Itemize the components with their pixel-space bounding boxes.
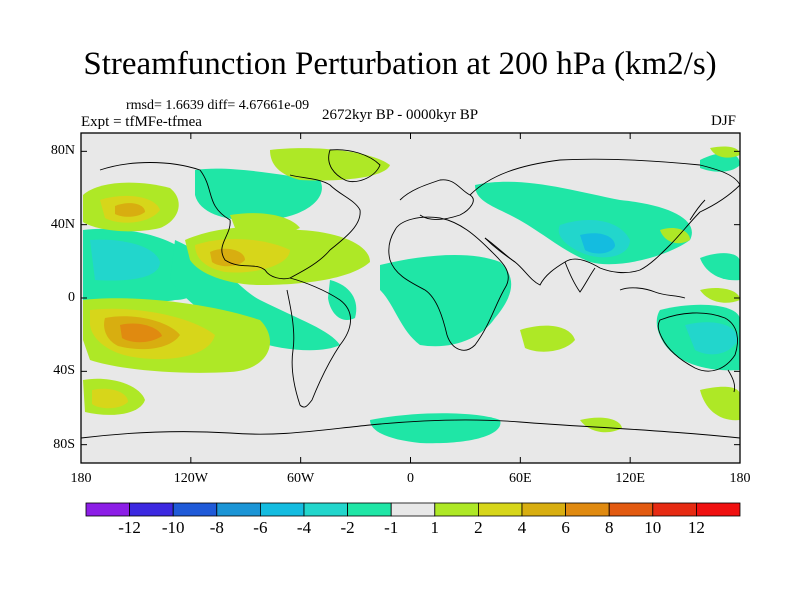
colorbar-label: -4 bbox=[296, 518, 312, 537]
lat-tick-label: 80N bbox=[50, 143, 75, 159]
colorbar-label: -6 bbox=[253, 518, 268, 537]
pos-region-npac-center bbox=[115, 203, 145, 217]
pos-region-sw-indian bbox=[700, 288, 740, 303]
coast-indonesia bbox=[619, 287, 686, 299]
pos-region-mexico-center bbox=[210, 248, 245, 267]
coast-greenland bbox=[328, 149, 381, 183]
lat-tick-label: 40N bbox=[50, 216, 75, 232]
lat-tick-label: 0 bbox=[68, 290, 75, 305]
colorbar-swatch bbox=[696, 502, 741, 517]
neg-region-npac-core bbox=[90, 239, 160, 281]
colorbar-swatch bbox=[608, 502, 654, 517]
lon-tick-label: 180 bbox=[729, 471, 751, 486]
neg-region-australia-core bbox=[685, 322, 738, 355]
colorbar-label: 10 bbox=[644, 518, 662, 537]
pos-region-s-atl bbox=[520, 325, 575, 352]
colorbar-swatch bbox=[652, 502, 697, 517]
contour-fills bbox=[83, 146, 740, 444]
colorbar-swatch bbox=[434, 502, 479, 517]
colorbar-label: 1 bbox=[430, 518, 440, 537]
lon-tick-label: 60E bbox=[509, 471, 532, 486]
lon-tick-label: 180 bbox=[70, 471, 92, 486]
figure-title: Streamfunction Perturbation at 200 hPa (… bbox=[83, 46, 717, 82]
colorbar-swatch bbox=[259, 502, 305, 517]
pos-region-atlantic-e bbox=[230, 213, 300, 234]
colorbar-label: 6 bbox=[561, 518, 570, 537]
coast-new-zealand bbox=[727, 369, 736, 393]
colorbar-swatch bbox=[565, 502, 610, 517]
colorbar-label: -8 bbox=[209, 518, 224, 537]
colorbar-label: 4 bbox=[517, 518, 527, 537]
neg-region-asia-inner bbox=[580, 233, 615, 254]
pos-region-spac-center bbox=[120, 323, 162, 343]
colorbar-swatch bbox=[172, 502, 218, 517]
lat-tick-label: 40S bbox=[53, 363, 75, 379]
neg-region-arctic-na bbox=[195, 168, 322, 221]
lon-tick-label: 60W bbox=[287, 471, 315, 486]
pos-region-ssouth-pac-core bbox=[92, 388, 128, 409]
neg-region-far-east-n bbox=[700, 153, 740, 172]
colorbar bbox=[85, 502, 741, 517]
coast-africa bbox=[388, 216, 509, 351]
coast-north-america-east bbox=[289, 174, 361, 279]
colorbar-swatch bbox=[477, 502, 523, 517]
neg-region-africa bbox=[380, 254, 512, 347]
experiment-label: Expt = tfMFe-tfmea bbox=[81, 114, 202, 130]
lon-tick-label: 120E bbox=[615, 471, 645, 486]
neg-region-antarctic bbox=[370, 413, 501, 444]
colorbar-label: -1 bbox=[384, 518, 399, 537]
coast-north-america bbox=[99, 162, 291, 280]
coast-south-america bbox=[286, 277, 351, 408]
coast-japan bbox=[689, 199, 706, 221]
colorbar-swatch bbox=[129, 502, 174, 517]
colorbar-swatch bbox=[347, 502, 392, 517]
pos-region-antarctic-e bbox=[580, 417, 622, 433]
colorbar-label: -12 bbox=[118, 518, 141, 537]
colorbar-swatch bbox=[521, 502, 566, 517]
lat-tick-label: 80S bbox=[53, 436, 75, 452]
lon-tick-label: 0 bbox=[407, 471, 414, 486]
colorbar-label: 8 bbox=[604, 518, 614, 537]
coast-arabia bbox=[484, 237, 516, 263]
neg-region-south-atl bbox=[328, 280, 357, 320]
coast-asia bbox=[469, 158, 740, 286]
coast-antarctica bbox=[81, 419, 740, 439]
colorbar-swatch bbox=[216, 502, 261, 517]
rmsd-diff-label: rmsd= 1.6639 diff= 4.67661e-09 bbox=[126, 98, 310, 113]
colorbar-swatch bbox=[390, 502, 436, 517]
colorbar-label: 2 bbox=[474, 518, 483, 537]
colorbar-swatch bbox=[85, 502, 130, 517]
coast-australia bbox=[657, 312, 738, 372]
season-label: DJF bbox=[711, 113, 737, 129]
coastlines bbox=[81, 149, 740, 439]
neg-region-far-east-eq bbox=[700, 253, 740, 281]
colorbar-label: -10 bbox=[161, 518, 185, 537]
colorbar-label: 12 bbox=[687, 518, 705, 537]
pos-region-s-indian bbox=[700, 386, 740, 421]
axis-ticks bbox=[80, 133, 741, 463]
coast-india bbox=[564, 261, 596, 293]
colorbar-swatch bbox=[303, 502, 348, 517]
lon-tick-label: 120W bbox=[173, 471, 208, 486]
period-label: 2672kyr BP - 0000kyr BP bbox=[322, 107, 479, 123]
pos-region-arctic-e bbox=[710, 146, 740, 158]
colorbar-label: -2 bbox=[340, 518, 355, 537]
